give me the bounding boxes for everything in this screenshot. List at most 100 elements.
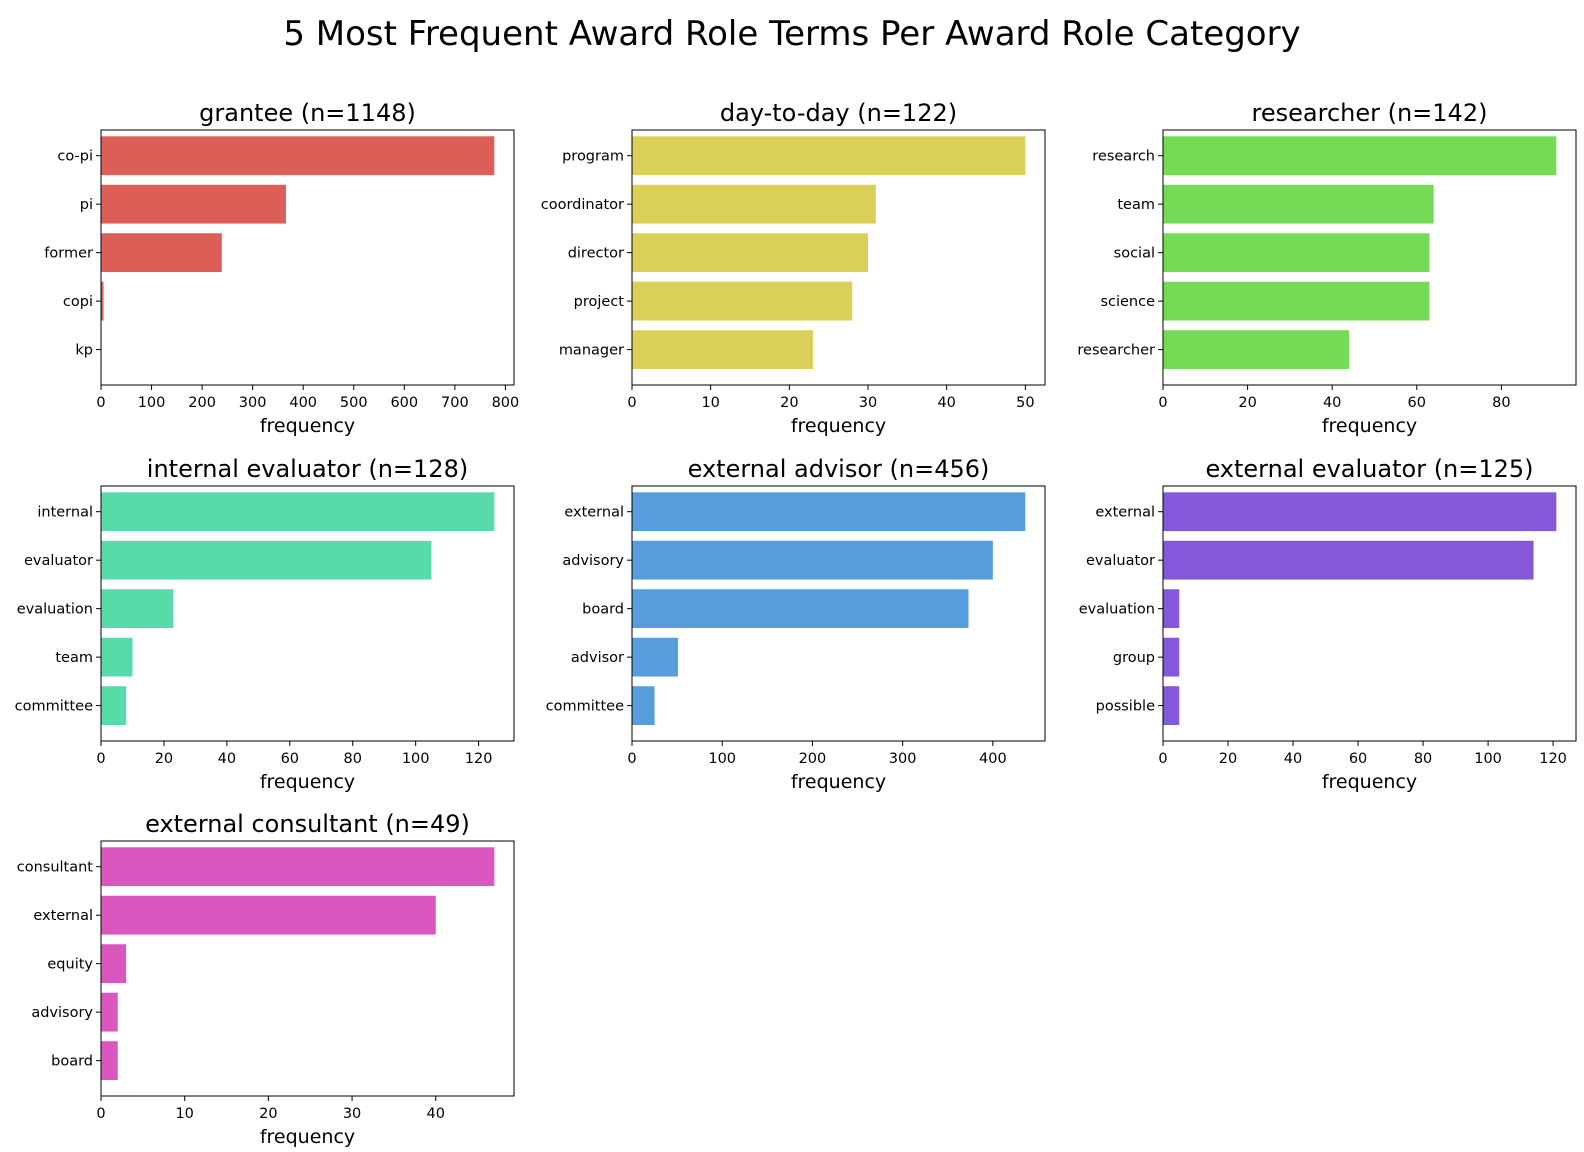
y-tick-label: copi [63, 294, 93, 310]
x-tick-label: 30 [343, 1106, 361, 1122]
x-tick-label: 20 [155, 751, 173, 767]
y-tick-label: director [568, 246, 624, 262]
x-axis-label: frequency [260, 415, 355, 437]
x-tick-label: 100 [708, 751, 736, 767]
x-tick-label: 20 [1219, 751, 1237, 767]
panel-title: external evaluator (n=125) [1205, 455, 1533, 483]
axes-frame [100, 129, 515, 386]
y-tick-label: evaluator [1086, 553, 1155, 569]
x-tick-label: 20 [780, 395, 798, 411]
bar [632, 589, 969, 629]
y-tick-label: manager [559, 343, 624, 359]
panel-title: researcher (n=142) [1252, 99, 1488, 127]
x-tick-label: 0 [96, 1106, 105, 1122]
y-tick-label: science [1100, 294, 1155, 310]
x-tick-label: 120 [465, 751, 493, 767]
x-axis-label: frequency [260, 1126, 355, 1148]
y-tick-label: coordinator [541, 197, 624, 213]
x-tick-label: 40 [937, 395, 955, 411]
y-tick-label: project [574, 294, 625, 310]
bar [101, 136, 495, 176]
y-tick-label: possible [1096, 699, 1155, 715]
x-tick-label: 40 [427, 1106, 445, 1122]
y-tick-label: evaluation [17, 602, 93, 618]
axes-frame [100, 840, 515, 1097]
x-axis-label: frequency [1322, 771, 1417, 793]
y-tick-label: advisory [562, 553, 624, 569]
x-tick-label: 700 [441, 395, 469, 411]
x-tick-label: 0 [1158, 395, 1167, 411]
y-tick-label: team [1117, 197, 1155, 213]
y-tick-label: research [1092, 149, 1155, 165]
figure-title: 5 Most Frequent Award Role Terms Per Awa… [283, 14, 1301, 54]
bar [632, 330, 813, 370]
x-tick-label: 400 [289, 395, 317, 411]
x-tick-label: 40 [1323, 395, 1341, 411]
bar [1163, 686, 1180, 726]
axes-frame [631, 129, 1046, 386]
y-tick-label: internal [37, 505, 93, 521]
x-tick-label: 80 [1414, 751, 1432, 767]
bar [101, 992, 118, 1032]
y-tick-label: evaluator [24, 553, 93, 569]
y-tick-label: former [44, 246, 93, 262]
panel-title: day-to-day (n=122) [720, 99, 957, 127]
x-tick-label: 800 [492, 395, 520, 411]
x-tick-label: 40 [218, 751, 236, 767]
x-tick-label: 0 [96, 751, 105, 767]
bar [101, 686, 127, 726]
y-tick-label: board [582, 602, 624, 618]
x-tick-label: 60 [1408, 395, 1426, 411]
y-tick-label: external [564, 505, 624, 521]
bar [101, 281, 104, 321]
y-tick-label: social [1114, 246, 1155, 262]
x-tick-label: 0 [1158, 751, 1167, 767]
bar [101, 540, 432, 580]
bar [632, 637, 679, 677]
x-tick-label: 0 [627, 751, 636, 767]
x-tick-label: 20 [1238, 395, 1256, 411]
bar [1163, 136, 1557, 176]
y-tick-label: team [55, 650, 93, 666]
axes-frame [1162, 129, 1577, 386]
bar [101, 944, 127, 984]
y-tick-label: program [562, 149, 624, 165]
x-tick-label: 100 [402, 751, 430, 767]
bar [101, 895, 436, 935]
bar [101, 637, 133, 677]
x-tick-label: 20 [259, 1106, 277, 1122]
x-tick-label: 10 [701, 395, 719, 411]
bar [1163, 540, 1534, 580]
x-tick-label: 80 [1492, 395, 1510, 411]
bar [632, 281, 853, 321]
x-tick-label: 60 [1349, 751, 1367, 767]
bar [1163, 637, 1180, 677]
y-tick-label: advisory [31, 1005, 93, 1021]
y-tick-label: committee [15, 699, 93, 715]
y-tick-label: external [33, 908, 93, 924]
bar [1163, 184, 1434, 224]
x-tick-label: 30 [859, 395, 877, 411]
x-tick-label: 40 [1284, 751, 1302, 767]
x-axis-label: frequency [1322, 415, 1417, 437]
x-tick-label: 50 [1016, 395, 1034, 411]
axes-frame [1162, 485, 1577, 742]
bar [1163, 492, 1557, 532]
x-tick-label: 500 [340, 395, 368, 411]
y-tick-label: pi [80, 197, 93, 213]
y-tick-label: external [1095, 505, 1155, 521]
bar [101, 233, 222, 273]
bar [1163, 330, 1350, 370]
x-axis-label: frequency [260, 771, 355, 793]
x-tick-label: 400 [979, 751, 1007, 767]
y-tick-label: evaluation [1079, 602, 1155, 618]
x-axis-label: frequency [791, 415, 886, 437]
bar [101, 492, 495, 532]
bar [1163, 233, 1430, 273]
y-tick-label: committee [546, 699, 624, 715]
bar [632, 136, 1026, 176]
axes-frame [631, 485, 1046, 742]
y-tick-label: board [51, 1054, 93, 1070]
bar [101, 1041, 118, 1081]
